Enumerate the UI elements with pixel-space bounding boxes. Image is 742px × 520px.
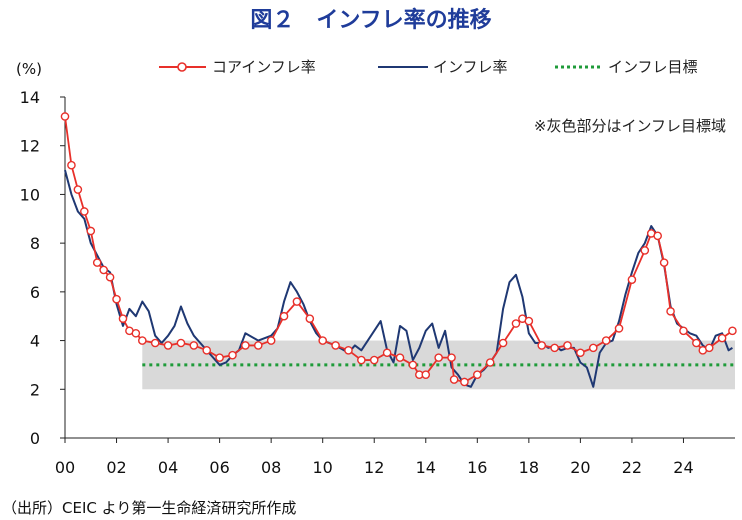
core-inflation-point — [73, 185, 83, 194]
core-inflation-point — [627, 275, 637, 284]
y-tick-label: 0 — [30, 429, 40, 448]
core-inflation-point — [704, 343, 714, 353]
core-inflation-point — [679, 326, 688, 336]
core-inflation-point — [138, 336, 147, 345]
chart-title: 図２ インフレ率の推移 — [250, 7, 491, 33]
core-inflation-point — [318, 336, 327, 345]
core-inflation-point — [163, 341, 173, 350]
core-inflation-point — [112, 294, 121, 304]
core-inflation-point — [369, 355, 379, 365]
core-inflation-point — [105, 272, 115, 282]
x-tick-label: 04 — [158, 458, 178, 477]
core-inflation-point — [449, 375, 459, 384]
core-inflation-point — [215, 353, 224, 362]
legend-label-core-inflation: コアインフレ率 — [212, 58, 316, 76]
y-tick-label: 10 — [20, 185, 40, 204]
x-tick-label: 16 — [467, 458, 487, 477]
core-inflation-point — [576, 348, 585, 358]
x-tick-label: 14 — [416, 458, 436, 477]
y-axis-unit: (%) — [16, 60, 42, 78]
core-inflation-point — [653, 231, 662, 241]
core-inflation-point — [305, 314, 315, 323]
x-tick-label: 08 — [261, 458, 281, 477]
core-inflation-point — [614, 324, 624, 333]
y-tick-label: 12 — [20, 137, 40, 156]
core-inflation-point — [253, 341, 263, 350]
legend-label-inflation: インフレ率 — [433, 58, 508, 76]
core-inflation-point — [266, 336, 276, 345]
legend-core-marker — [177, 62, 187, 72]
y-tick-label: 4 — [30, 332, 40, 351]
core-inflation-point — [485, 358, 495, 367]
core-inflation-point — [118, 314, 128, 323]
legend: コアインフレ率 インフレ率 インフレ目標 — [159, 58, 698, 76]
core-inflation-point — [395, 353, 405, 362]
shaded-band-note: ※灰色部分はインフレ目標域 — [534, 117, 726, 135]
core-inflation-point — [80, 207, 89, 216]
core-inflation-point — [228, 350, 237, 360]
x-tick-label: 12 — [364, 458, 384, 477]
core-inflation-point — [150, 338, 160, 348]
core-inflation-point — [202, 346, 212, 355]
core-inflation-point — [241, 341, 250, 350]
core-inflation-point — [588, 343, 598, 353]
x-tick-label: 02 — [106, 458, 126, 477]
core-inflation-point — [601, 336, 611, 345]
core-inflation-point — [382, 348, 392, 358]
x-tick-label: 20 — [570, 458, 590, 477]
core-inflation-point — [460, 377, 469, 387]
core-inflation-point — [292, 297, 302, 306]
core-inflation-point — [659, 258, 669, 267]
legend-label-inflation-target: インフレ目標 — [608, 58, 698, 76]
core-inflation-point — [344, 346, 353, 355]
core-inflation-point — [92, 258, 102, 267]
core-inflation-point — [279, 311, 289, 321]
core-inflation-point — [67, 160, 76, 170]
core-inflation-point — [434, 353, 443, 362]
core-inflation-point — [357, 355, 366, 365]
legend-item-inflation: インフレ率 — [378, 58, 508, 76]
core-inflation-point — [131, 328, 141, 338]
core-inflation-point — [498, 338, 508, 348]
core-inflation-point — [692, 338, 701, 348]
core-inflation-point — [60, 112, 70, 121]
y-tick-label: 8 — [30, 234, 40, 253]
core-inflation-point — [511, 319, 521, 328]
x-tick-label: 10 — [313, 458, 333, 477]
core-inflation-point — [717, 333, 727, 343]
source-note: （出所）CEIC より第一生命経済研究所作成 — [2, 499, 296, 517]
core-inflation-point — [728, 326, 737, 336]
y-tick-label: 14 — [20, 88, 40, 107]
x-tick-label: 18 — [519, 458, 539, 477]
core-inflation-point — [421, 370, 431, 379]
core-inflation-point — [640, 246, 650, 255]
core-inflation-point — [666, 307, 675, 316]
core-inflation-point — [176, 338, 186, 348]
x-tick-label: 24 — [673, 458, 693, 477]
core-inflation-point — [473, 370, 482, 379]
core-inflation-point — [550, 343, 559, 353]
core-inflation-point — [408, 360, 418, 370]
core-inflation-point — [331, 341, 340, 350]
core-inflation-point — [537, 341, 547, 350]
core-inflation-point — [447, 353, 456, 362]
legend-item-core-inflation: コアインフレ率 — [159, 58, 316, 76]
y-tick-label: 2 — [30, 380, 40, 399]
core-inflation-point — [189, 341, 199, 350]
core-inflation-point — [524, 316, 534, 326]
inflation-line — [64, 169, 733, 388]
x-tick-label: 06 — [209, 458, 229, 477]
x-tick-label: 22 — [622, 458, 642, 477]
legend-item-inflation-target: インフレ目標 — [555, 58, 698, 76]
core-inflation-point — [99, 265, 108, 275]
core-inflation-point — [563, 341, 572, 350]
y-tick-label: 6 — [30, 283, 40, 302]
x-tick-label: 00 — [55, 458, 75, 477]
core-inflation-point — [86, 226, 96, 236]
